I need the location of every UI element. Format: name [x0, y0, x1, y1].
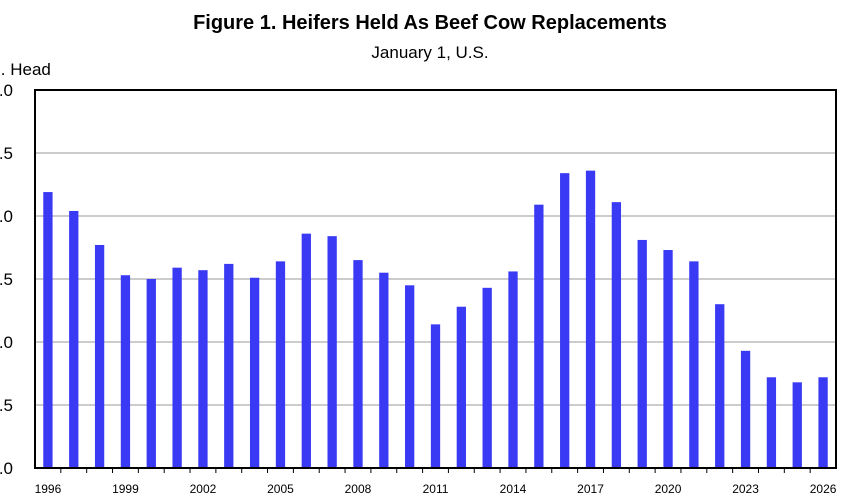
bar-2016: [560, 173, 570, 468]
bar-2017: [585, 170, 596, 468]
bar-2015: [534, 204, 544, 468]
bar-2012: [456, 306, 466, 468]
bar-2013: [482, 287, 492, 468]
x-tick-label: 2008: [345, 482, 372, 496]
bar-2009: [379, 272, 389, 468]
bar-2021: [689, 261, 699, 468]
y-tick-label: .0: [0, 81, 13, 100]
x-tick-label: 2011: [423, 482, 449, 496]
bar-2004: [249, 277, 260, 468]
x-tick-label: 1999: [112, 482, 139, 496]
plot-frame: [34, 89, 837, 469]
y-tick-label: .5: [0, 396, 13, 415]
bar-2008: [353, 260, 363, 468]
x-tick-label: 2014: [500, 482, 527, 496]
bar-1998: [94, 244, 105, 468]
bar-1997: [69, 210, 79, 468]
bar-2024: [766, 377, 777, 468]
x-tick-label: 2017: [577, 482, 604, 496]
bar-1999: [120, 275, 131, 468]
bar-2003: [224, 263, 234, 468]
bar-2020: [663, 250, 673, 468]
bar-2010: [405, 285, 415, 468]
y-tick-label: .5: [0, 144, 13, 163]
x-tick-label: 2023: [732, 482, 759, 496]
x-tick-label: 2005: [267, 482, 294, 496]
y-tick-label: .0: [0, 207, 13, 226]
bar-2014: [508, 271, 518, 468]
x-axis-ticks: 1996 1999 2002 2005 2008 2011 2014 2017 2020 2023…: [35, 468, 837, 496]
y-axis-label: l. Head: [0, 60, 51, 79]
bar-2007: [327, 236, 337, 468]
gridlines: [35, 152, 836, 406]
bar-2026: [818, 377, 828, 468]
chart-subtitle: January 1, U.S.: [371, 43, 488, 62]
bar-2018: [611, 202, 622, 468]
bar-2005: [275, 261, 286, 468]
bar-2025: [792, 382, 802, 468]
bar-2011: [430, 324, 441, 468]
y-tick-label: .5: [0, 270, 13, 289]
x-tick-label: 2020: [655, 482, 682, 496]
bar-2019: [637, 239, 647, 468]
bar-2001: [172, 267, 182, 468]
x-tick-label: 1996: [35, 482, 62, 496]
x-tick-label: 2002: [190, 482, 217, 496]
bar-2006: [301, 233, 311, 468]
bar-2022: [715, 304, 725, 468]
bar-1996: [43, 192, 53, 468]
y-tick-label: .0: [0, 333, 13, 352]
x-tick-label: 2026: [810, 482, 837, 496]
y-tick-label: .0: [0, 459, 13, 478]
y-axis-ticks: .0 .5 .0 .5 .0 .5 .0: [0, 81, 13, 478]
bar-2002: [198, 270, 208, 468]
chart-title: Figure 1. Heifers Held As Beef Cow Repla…: [193, 12, 667, 34]
bar-2000: [146, 279, 156, 468]
bars: [43, 170, 828, 468]
bar-2023: [740, 350, 751, 468]
